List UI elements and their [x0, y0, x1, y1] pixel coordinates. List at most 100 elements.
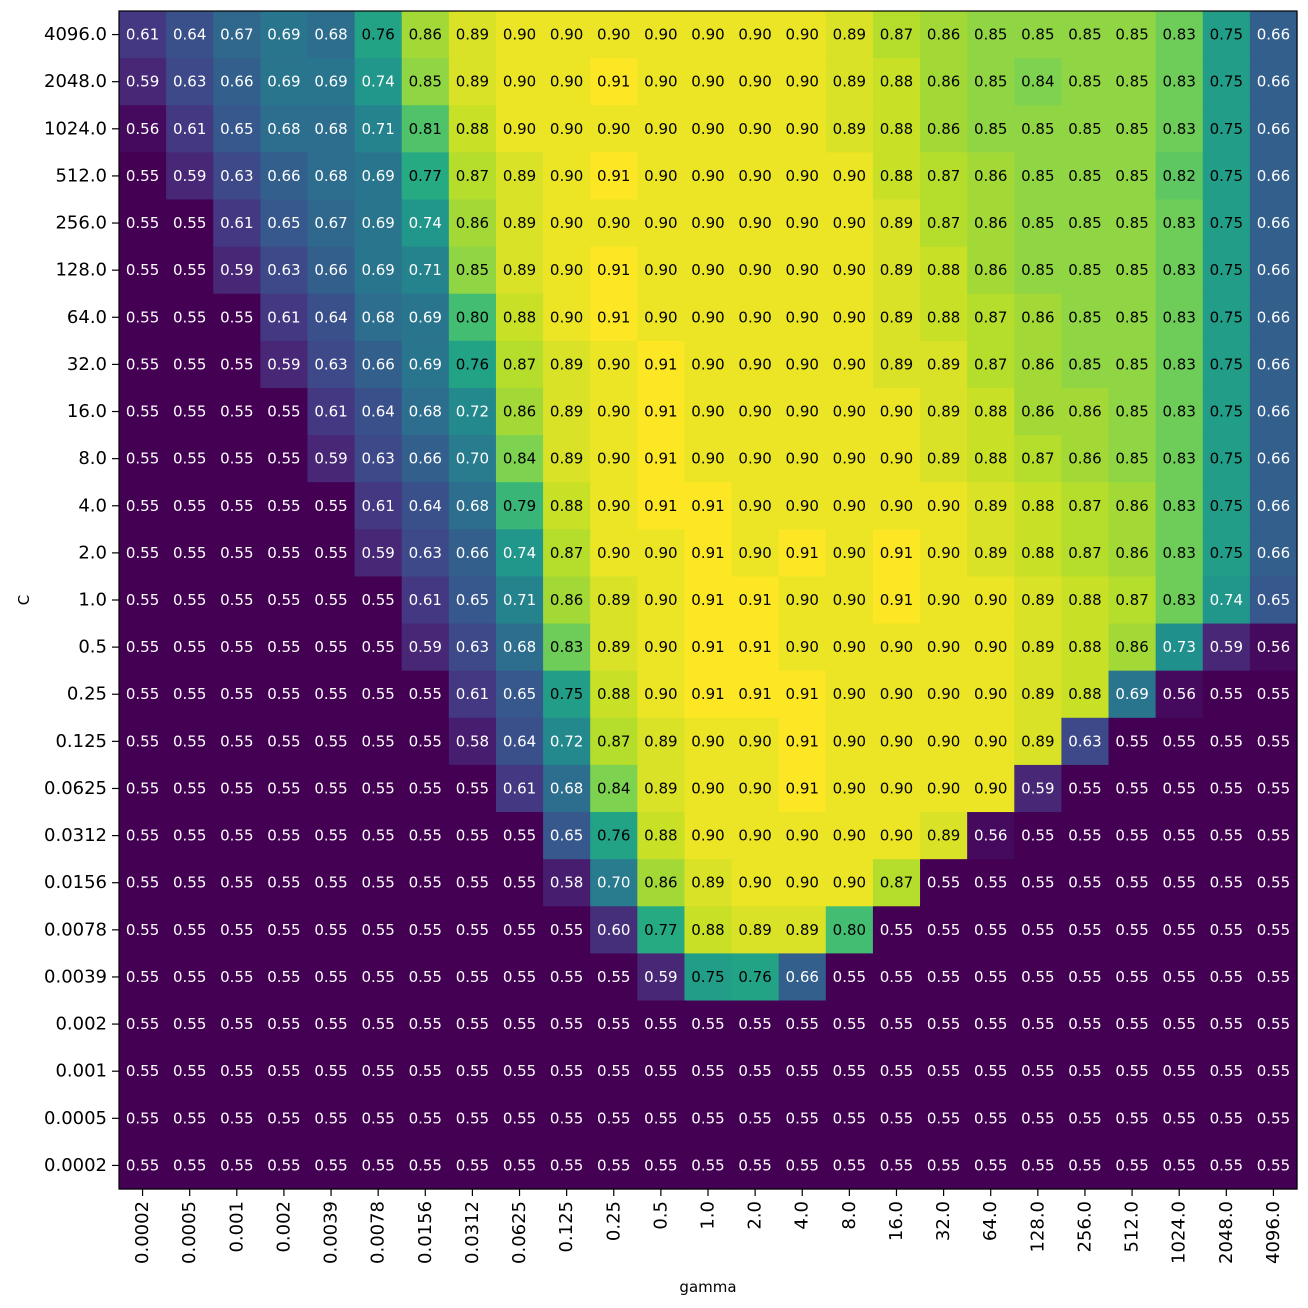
heatmap-cell-label: 0.74	[361, 73, 394, 91]
heatmap-cell	[448, 1141, 497, 1190]
heatmap-cell-label: 0.55	[927, 1015, 960, 1033]
heatmap-cell-label: 0.89	[503, 167, 536, 185]
heatmap-cell-label: 0.68	[503, 638, 536, 656]
heatmap-cell-label: 0.55	[644, 1015, 677, 1033]
heatmap-cell	[920, 152, 968, 201]
heatmap-cell-label: 0.55	[220, 355, 253, 373]
heatmap-cell	[495, 717, 544, 766]
heatmap-cell	[213, 482, 261, 530]
heatmap-cell	[590, 1094, 638, 1143]
heatmap-cell	[778, 623, 827, 672]
heatmap-cell-label: 0.55	[267, 779, 300, 797]
heatmap-cell	[731, 387, 780, 436]
heatmap-cell-label: 0.71	[361, 120, 394, 138]
heatmap-cell	[684, 340, 733, 389]
heatmap-cell-label: 0.55	[1257, 874, 1290, 892]
heatmap-cell-label: 0.90	[503, 73, 536, 91]
heatmap-cell-label: 0.61	[456, 685, 489, 703]
heatmap-cell	[590, 246, 638, 295]
heatmap-cell	[1014, 1141, 1062, 1190]
heatmap-cell-label: 0.55	[361, 685, 394, 703]
heatmap-cell-label: 0.90	[597, 355, 630, 373]
heatmap-cell-label: 0.55	[1115, 779, 1148, 797]
heatmap-cell-label: 0.64	[503, 732, 536, 750]
heatmap-cell-label: 0.90	[644, 73, 677, 91]
heatmap-cell	[872, 670, 921, 719]
heatmap-cell-label: 0.63	[267, 261, 300, 279]
heatmap-cell	[401, 1000, 450, 1049]
heatmap-cell-label: 0.75	[1210, 26, 1243, 44]
heatmap-cell-label: 0.85	[1115, 308, 1148, 326]
heatmap-cell-label: 0.55	[456, 1015, 489, 1033]
heatmap-cell	[920, 1000, 968, 1049]
heatmap-cell-label: 0.90	[880, 732, 913, 750]
heatmap-cell	[307, 1141, 356, 1190]
heatmap-cell	[260, 246, 309, 295]
x-tick-label: 128.0	[1027, 1201, 1048, 1253]
heatmap-cell-label: 0.55	[550, 921, 583, 939]
heatmap-cell	[401, 859, 450, 907]
heatmap-cell	[213, 1000, 261, 1049]
heatmap-cell-label: 0.89	[503, 261, 536, 279]
heatmap-cell-label: 0.66	[1257, 73, 1290, 91]
heatmap-cell	[307, 906, 356, 954]
heatmap-cell	[1249, 859, 1298, 907]
heatmap-cell	[637, 1141, 686, 1190]
heatmap-cell-label: 0.77	[409, 167, 442, 185]
heatmap-cell-label: 0.55	[456, 968, 489, 986]
heatmap-cell	[448, 11, 497, 59]
heatmap-cell	[213, 1141, 261, 1190]
heatmap-cell-label: 0.68	[267, 120, 300, 138]
heatmap-cell-label: 0.75	[691, 968, 724, 986]
heatmap-cell-label: 0.91	[786, 779, 819, 797]
heatmap-cell	[920, 764, 968, 813]
heatmap-cell	[448, 717, 497, 766]
heatmap-cell-label: 0.55	[220, 968, 253, 986]
heatmap-cell	[448, 906, 497, 954]
heatmap-cell-label: 0.87	[550, 544, 583, 562]
heatmap-cell	[920, 199, 968, 248]
heatmap-cell	[731, 953, 780, 1002]
heatmap-cell	[448, 859, 497, 907]
heatmap-cell-label: 0.89	[503, 214, 536, 232]
x-tick-label: 0.0039	[321, 1201, 342, 1264]
heatmap-cell	[1155, 246, 1204, 295]
heatmap-cell-label: 0.55	[173, 732, 206, 750]
heatmap-cell-label: 0.63	[456, 638, 489, 656]
heatmap-cell-label: 0.55	[1210, 874, 1243, 892]
heatmap-cell	[1249, 58, 1298, 106]
heatmap-cell-label: 0.86	[927, 120, 960, 138]
heatmap-cell-label: 0.90	[833, 544, 866, 562]
heatmap-cell-label: 0.55	[173, 591, 206, 609]
heatmap-cell-label: 0.55	[267, 450, 300, 468]
heatmap-cell-label: 0.55	[267, 1062, 300, 1080]
heatmap-cell	[354, 340, 403, 389]
heatmap-cell-label: 0.90	[738, 73, 771, 91]
heatmap-cell	[590, 529, 638, 578]
heatmap-cell	[307, 293, 356, 342]
heatmap-cell-label: 0.87	[927, 214, 960, 232]
heatmap-cell	[1014, 58, 1062, 106]
heatmap-cell	[1061, 199, 1110, 248]
heatmap-cell	[1202, 717, 1251, 766]
y-tick-label: 4096.0	[44, 24, 107, 45]
heatmap-cell	[872, 906, 921, 954]
heatmap-cell-label: 0.55	[738, 1109, 771, 1127]
heatmap-cell-label: 0.71	[409, 261, 442, 279]
heatmap-cell	[543, 435, 591, 483]
heatmap-cell-label: 0.64	[314, 308, 347, 326]
y-tick-label: 0.25	[67, 684, 107, 705]
heatmap-cell	[778, 1047, 827, 1096]
heatmap-cell	[1061, 1094, 1110, 1143]
heatmap-cell-label: 0.55	[880, 1062, 913, 1080]
heatmap-cell-label: 0.90	[597, 214, 630, 232]
heatmap-cell	[637, 670, 686, 719]
heatmap-cell	[684, 623, 733, 672]
heatmap-cell	[401, 1047, 450, 1096]
heatmap-cell	[260, 670, 309, 719]
heatmap-cell	[260, 859, 309, 907]
heatmap-cell	[213, 1094, 261, 1143]
heatmap-cell	[495, 764, 544, 813]
heatmap-cell	[778, 764, 827, 813]
heatmap-cell-label: 0.55	[738, 1156, 771, 1174]
